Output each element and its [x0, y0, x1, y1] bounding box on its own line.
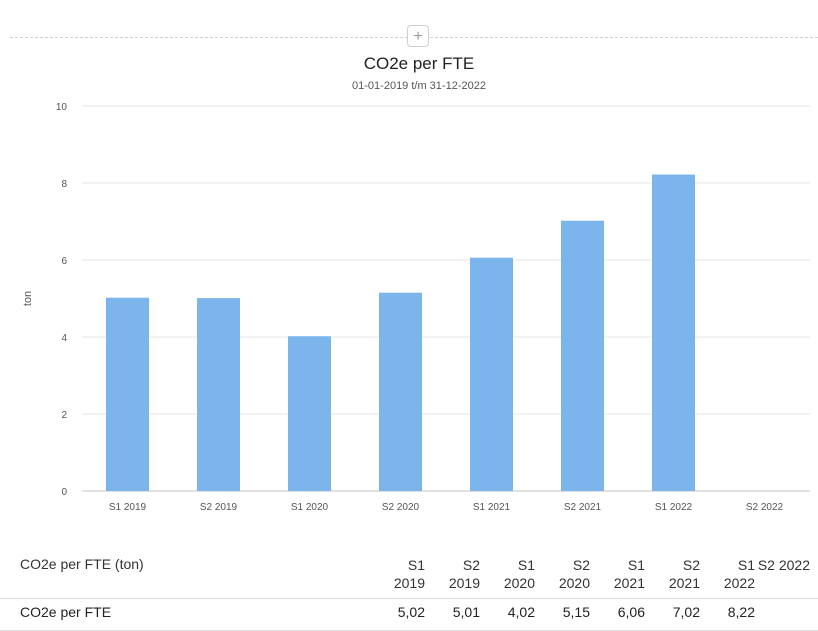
- table-cell: 8,22: [727, 604, 755, 620]
- x-tick-label: S2 2021: [564, 502, 602, 513]
- chart-title: CO2e per FTE: [363, 54, 475, 73]
- bar-chart: 0 2 4 6 8 10 ton S1 2019 S2 2019 S1 2020 S2 2020 S1…: [22, 102, 810, 513]
- table-cell: 4,02: [507, 604, 535, 620]
- y-tick-label: 8: [61, 179, 67, 190]
- table-column-header: S2 2019: [448, 557, 480, 591]
- x-tick-label: S1 2022: [655, 502, 693, 513]
- bar: [288, 336, 331, 491]
- x-tick-label: S1 2021: [473, 502, 511, 513]
- table-header-row: CO2e per FTE (ton) S1 2019 S2 2019 S1 2020 S2 2…: [0, 552, 818, 599]
- table-column-header: S1 2020: [503, 557, 535, 591]
- table-cell: 7,02: [672, 604, 700, 620]
- x-tick-label: S2 2019: [200, 502, 238, 513]
- table-row-label: CO2e per FTE: [20, 604, 112, 620]
- y-tick-label: 2: [61, 410, 67, 421]
- add-widget-button[interactable]: +: [407, 25, 429, 47]
- bar: [470, 257, 513, 491]
- table-column-header: S2 2022: [757, 557, 810, 573]
- y-tick-label: 0: [61, 487, 67, 498]
- y-tick-label: 4: [61, 333, 67, 344]
- data-table: CO2e per FTE (ton) S1 2019 S2 2019 S1 2020 S2 2…: [0, 552, 818, 631]
- table-column-header: S1 2021: [613, 557, 645, 591]
- table-cell: 5,02: [397, 604, 425, 620]
- x-tick-label: S2 2020: [382, 502, 420, 513]
- y-tick-label: 6: [61, 256, 67, 267]
- table-column-header: S1 2019: [393, 557, 425, 591]
- bar: [561, 220, 604, 492]
- y-tick-label: 10: [56, 102, 68, 113]
- table-cell: 5,01: [452, 604, 480, 620]
- y-axis-label: ton: [22, 291, 34, 306]
- table-row: CO2e per FTE 5,02 5,01 4,02 5,15 6,06 7,02 8,2…: [0, 599, 818, 631]
- table-header-label: CO2e per FTE (ton): [20, 556, 144, 572]
- table-column-header: S2 2020: [558, 557, 590, 591]
- bar: [197, 298, 240, 491]
- bar: [379, 292, 422, 491]
- bar: [652, 174, 695, 491]
- x-tick-label: S1 2019: [109, 502, 147, 513]
- table-cell: 5,15: [562, 604, 590, 620]
- x-tick-label: S2 2022: [746, 502, 784, 513]
- table-cell: 6,06: [617, 604, 645, 620]
- bar: [106, 297, 149, 491]
- chart-subtitle: 01-01-2019 t/m 31-12-2022: [352, 80, 486, 92]
- x-tick-label: S1 2020: [291, 502, 329, 513]
- table-column-header: S2 2021: [668, 557, 700, 591]
- table-column-header: S1 2022: [723, 557, 755, 591]
